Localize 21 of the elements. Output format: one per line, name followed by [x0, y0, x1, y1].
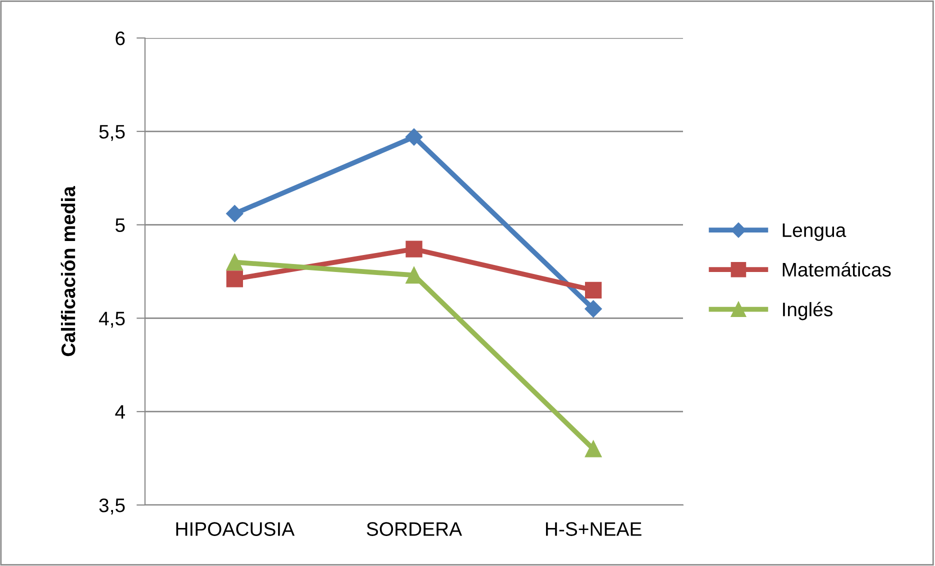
point: [585, 440, 602, 458]
y-tick-label: 6: [116, 31, 125, 46]
point: [226, 270, 243, 288]
point: [584, 300, 602, 318]
x-tick-label: HIPOACUSIA: [176, 522, 295, 536]
point: [226, 254, 243, 270]
x-tick-label: H-S+NEAE: [546, 522, 642, 536]
point: [406, 240, 422, 258]
y-axis-title: Calificación media: [60, 186, 76, 356]
x-tick-label: SORDERA: [366, 522, 462, 536]
y-tick-label: 5: [116, 218, 125, 232]
y-tick-label: 5,5: [99, 125, 125, 141]
point: [585, 282, 602, 299]
y-tick-label: 4,5: [98, 312, 125, 328]
legend-label: Lengua: [782, 224, 846, 241]
point: [405, 128, 423, 146]
point: [226, 205, 244, 222]
legend-label: Matemáticas: [782, 262, 891, 277]
y-tick-label: 3,5: [99, 498, 125, 515]
legend-label: Inglés: [783, 302, 832, 320]
y-tick-label: 4: [115, 405, 125, 419]
